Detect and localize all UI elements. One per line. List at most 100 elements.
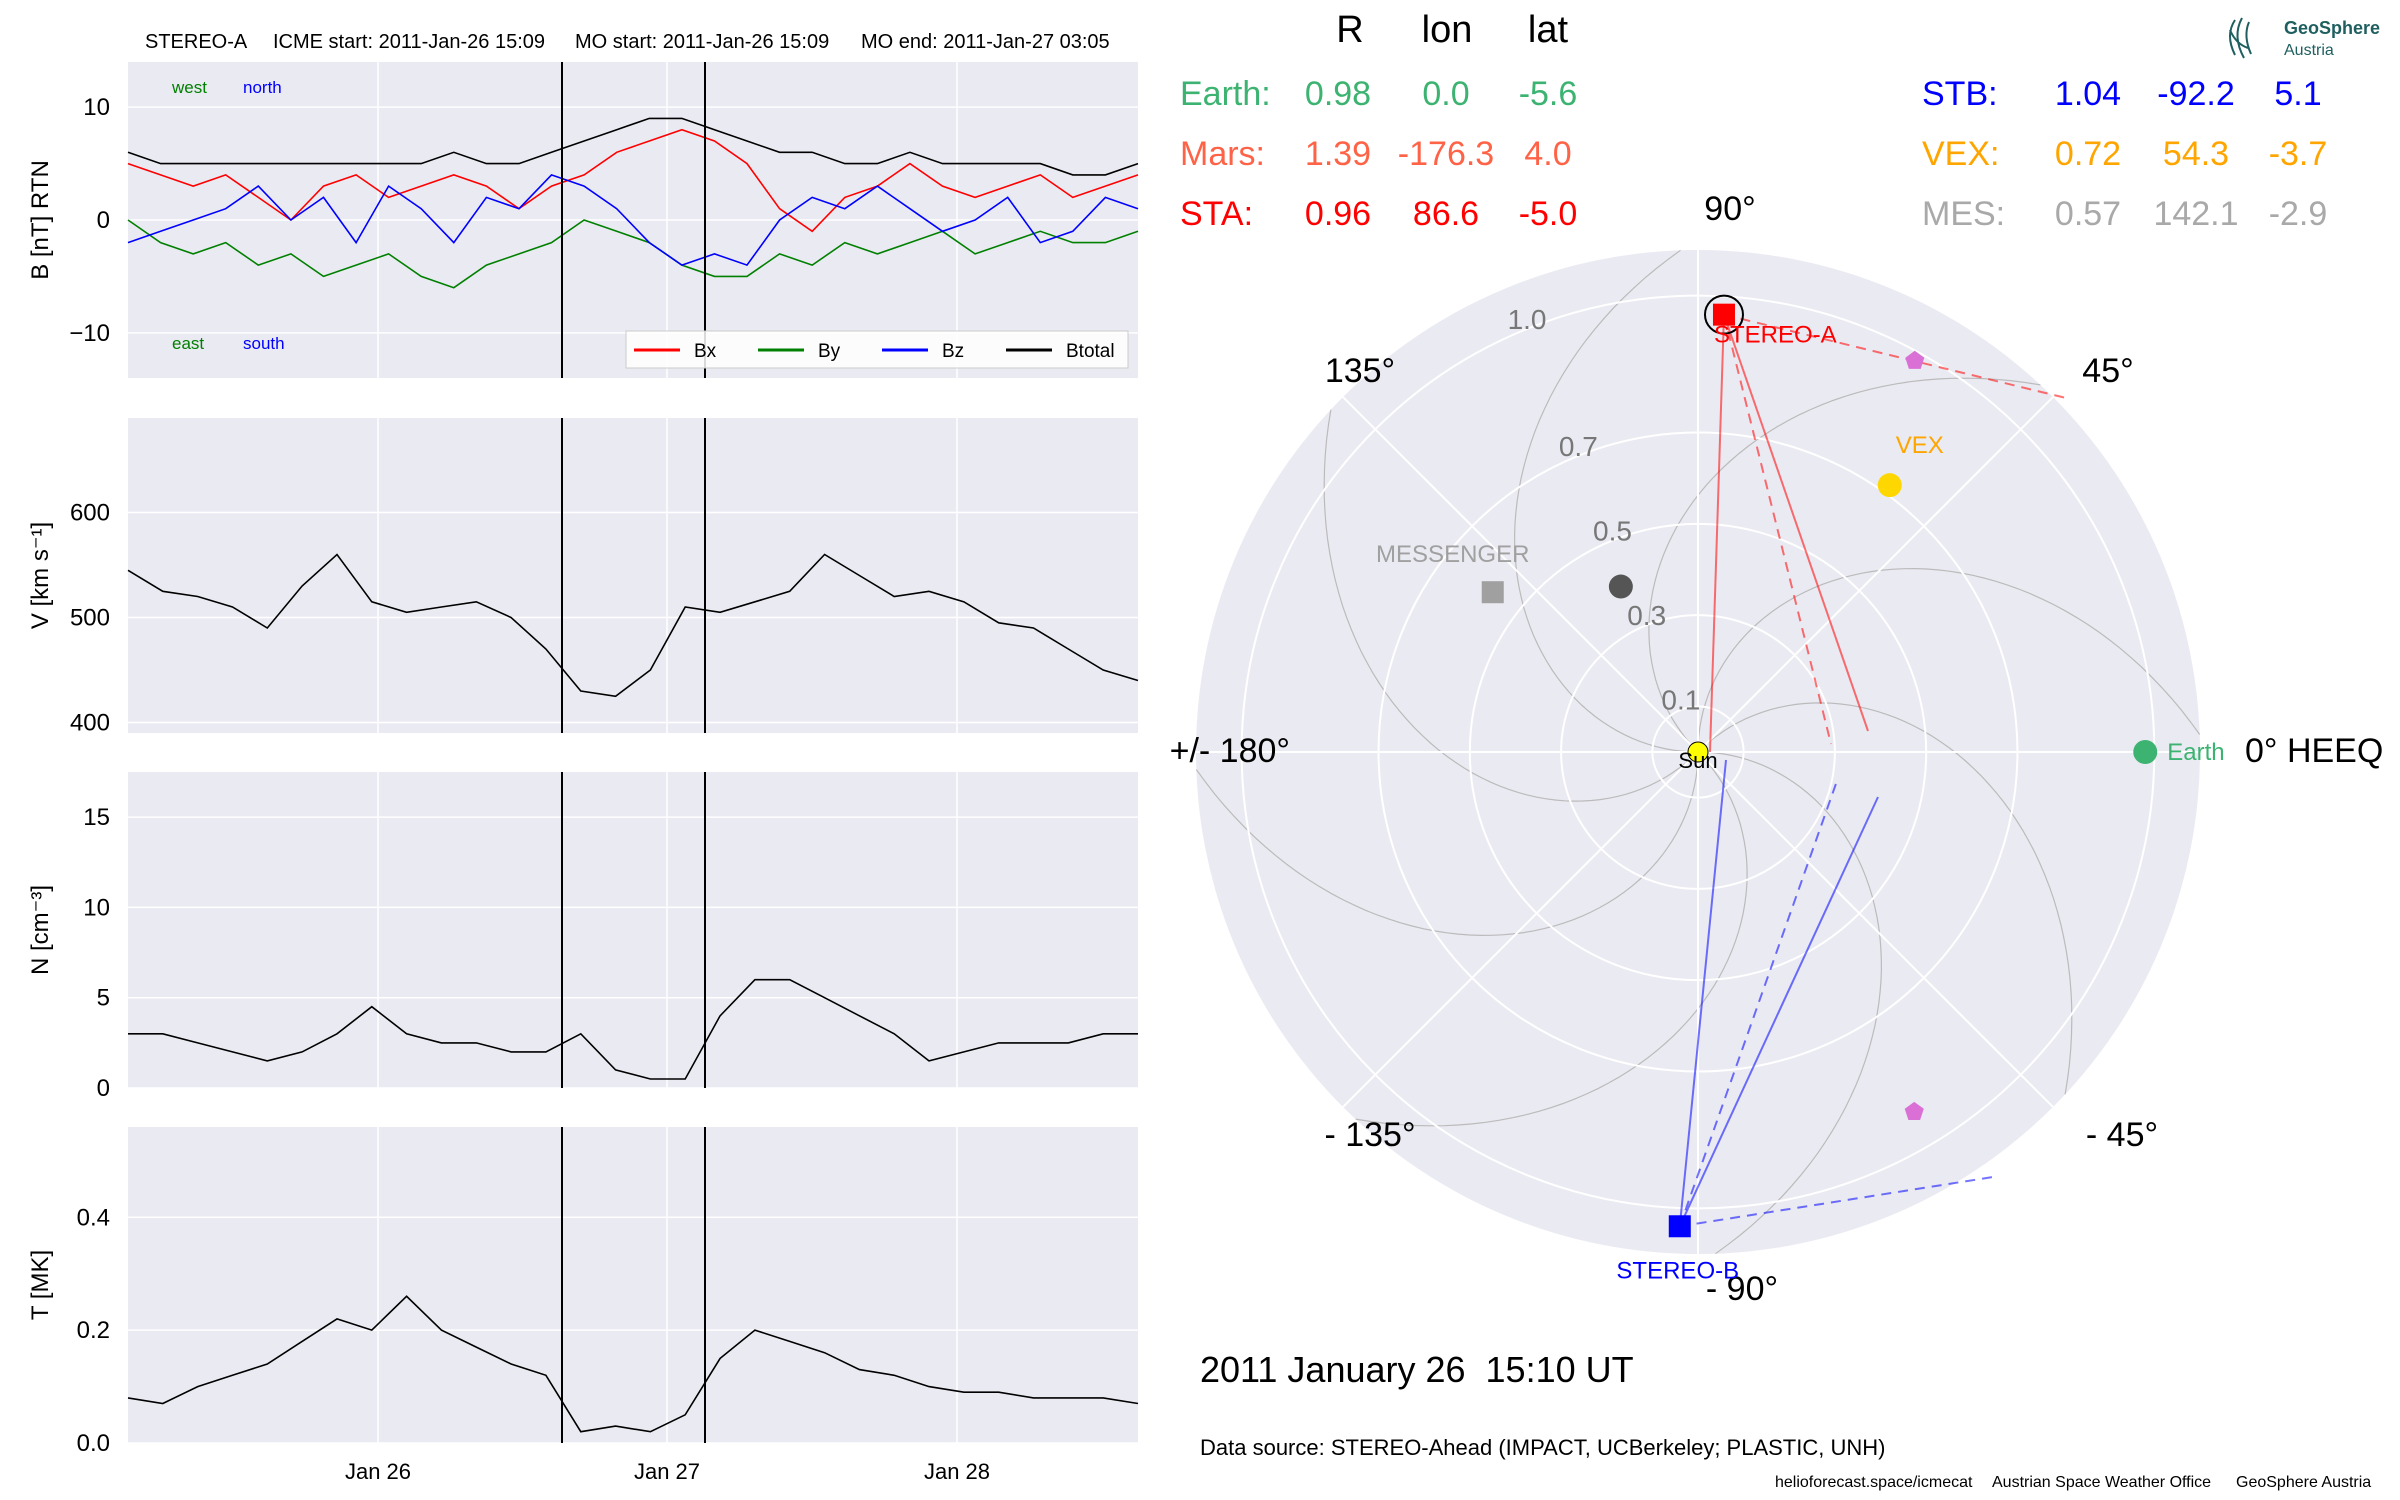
panel-temperature-xtick-label: Jan 26 [345, 1459, 411, 1484]
header-spacecraft: STEREO-A [145, 31, 248, 53]
panel-speed-series-line [127, 553, 1139, 698]
table-left-lat: 4.0 [1524, 135, 1571, 173]
radial-label: 0.1 [1661, 685, 1700, 716]
table-left-r: 0.98 [1305, 75, 1371, 113]
radial-label: 0.5 [1593, 515, 1632, 546]
stb-view-line [1679, 1176, 1994, 1228]
time-series-panels: 10 0 −10 B [nT] RTN west north east south Bx By Bz… [27, 62, 1139, 1484]
direction-label-south: south [243, 334, 285, 353]
legend-label-Bz: Bz [942, 341, 964, 362]
table-left-lat: -5.0 [1519, 195, 1578, 233]
table-left-lat: -5.6 [1519, 75, 1578, 113]
panel-magnetic-field-series-Btotal [127, 117, 1139, 176]
stb-view-line [1678, 777, 1839, 1227]
table-right-lon: 142.1 [2153, 195, 2238, 233]
spiral-field-line [1697, 702, 2073, 1095]
angle-label: - 135° [1324, 1116, 1415, 1154]
spiral-field-line [1697, 751, 1883, 1255]
table-right-r: 0.72 [2055, 135, 2121, 173]
stereo-a-highlight-ring [1703, 294, 1744, 335]
table-header-lon: lon [1422, 9, 1473, 51]
stb-view-line [1678, 759, 1727, 1227]
sta-view-line [1709, 314, 1725, 753]
table-right-r: 1.04 [2055, 75, 2121, 113]
body-marker-messenger [1481, 581, 1504, 604]
body-label-sun: Sun [1678, 748, 1717, 773]
table-right-label: MES: [1922, 195, 2005, 233]
panel-magnetic-field-ytick-label: 10 [83, 94, 110, 121]
legend-label-Btotal: Btotal [1066, 341, 1115, 362]
panel-temperature-series-line [127, 1295, 1139, 1433]
body-marker-vex [1877, 473, 1902, 498]
table-right-label: STB: [1922, 75, 1998, 113]
panel-temperature-ytick-label: 0.4 [77, 1204, 110, 1231]
angular-gridline [1342, 396, 1699, 753]
panel-density-ytick-label: 15 [83, 804, 110, 831]
body-marker-stereo-a [1712, 303, 1735, 326]
table-header-lat: lat [1528, 9, 1569, 51]
direction-label-west: west [171, 78, 207, 97]
table-right-lat: 5.1 [2274, 75, 2321, 113]
footer-url: helioforecast.space/icmecat [1775, 1474, 1973, 1491]
angle-label: +/- 180° [1170, 732, 1290, 770]
body-label-messenger: MESSENGER [1376, 541, 1529, 568]
spiral-field-line [1323, 409, 1699, 802]
legend-label-Bx: Bx [694, 341, 717, 362]
body-marker-sun [1687, 741, 1709, 763]
panel-temperature-ylabel: T [MK] [27, 1250, 54, 1320]
body-label-earth: Earth [2167, 739, 2224, 766]
table-left-label: Earth: [1180, 75, 1271, 113]
table-header-r: R [1336, 9, 1363, 51]
table-right-label: VEX: [1922, 135, 1999, 173]
panel-magnetic-field-series-Bx [127, 128, 1139, 233]
direction-label-east: east [172, 334, 204, 353]
geosphere-logo: GeoSphere Austria [2229, 17, 2380, 59]
spiral-field-line [1513, 249, 1699, 753]
timestamp: 2011 January 26 15:10 UT [1200, 1349, 1634, 1390]
header-mo-end: MO end: 2011-Jan-27 03:05 [861, 31, 1110, 53]
angle-label: 135° [1325, 352, 1395, 390]
sta-view-line [1723, 314, 1832, 745]
body-marker-unnamed [1608, 574, 1633, 599]
panel-density-ytick-label: 5 [97, 985, 110, 1012]
table-left-r: 1.39 [1305, 135, 1371, 173]
spiral-field-line [1648, 377, 2041, 753]
panel-temperature-xtick-label: Jan 28 [924, 1459, 990, 1484]
panel-temperature-ytick-label: 0.0 [77, 1430, 110, 1457]
panel-density-series-line [128, 978, 1138, 1080]
panel-magnetic-field-ylabel: B [nT] RTN [27, 160, 54, 280]
logo-swirl-icon [2229, 17, 2252, 59]
spiral-field-line [1195, 751, 1699, 937]
body-marker-earth [2133, 740, 2158, 764]
radial-label: 0.7 [1559, 431, 1598, 462]
stb-view-line [1678, 796, 1879, 1227]
body-marker-stereo-b [1668, 1215, 1691, 1238]
table-left-label: Mars: [1180, 135, 1265, 173]
data-source: Data source: STEREO-Ahead (IMPACT, UCBer… [1200, 1435, 1885, 1460]
table-left-r: 0.96 [1305, 195, 1371, 233]
angle-label: 0° HEEQ [2245, 732, 2383, 770]
angle-label: - 90° [1706, 1270, 1778, 1308]
panel-density-background [128, 772, 1138, 1088]
sta-view-line [1723, 314, 1869, 732]
header-icme-start: ICME start: 2011-Jan-26 15:09 [273, 31, 545, 53]
table-right-r: 0.57 [2055, 195, 2121, 233]
angle-label: 45° [2082, 352, 2133, 390]
panel-magnetic-field-series-By [127, 219, 1139, 289]
panel-temperature-background [128, 1127, 1138, 1443]
panel-magnetic-field-ytick-label: −10 [69, 320, 110, 347]
body-label-stereo-a: STEREO-A [1714, 322, 1837, 349]
footer-org: GeoSphere Austria [2236, 1474, 2371, 1491]
direction-label-north: north [243, 78, 282, 97]
table-right-lat: -2.9 [2269, 195, 2328, 233]
table-right-lat: -3.7 [2269, 135, 2328, 173]
body-label-stereo-b: STEREO-B [1616, 1257, 1739, 1284]
logo-line1: GeoSphere [2284, 18, 2380, 38]
table-left-label: STA: [1180, 195, 1253, 233]
panel-density-ylabel: N [cm⁻³] [27, 885, 54, 975]
panel-density-ytick-label: 0 [97, 1075, 110, 1102]
body-label-vex: VEX [1896, 432, 1944, 459]
panel-density-ytick-label: 10 [83, 894, 110, 921]
